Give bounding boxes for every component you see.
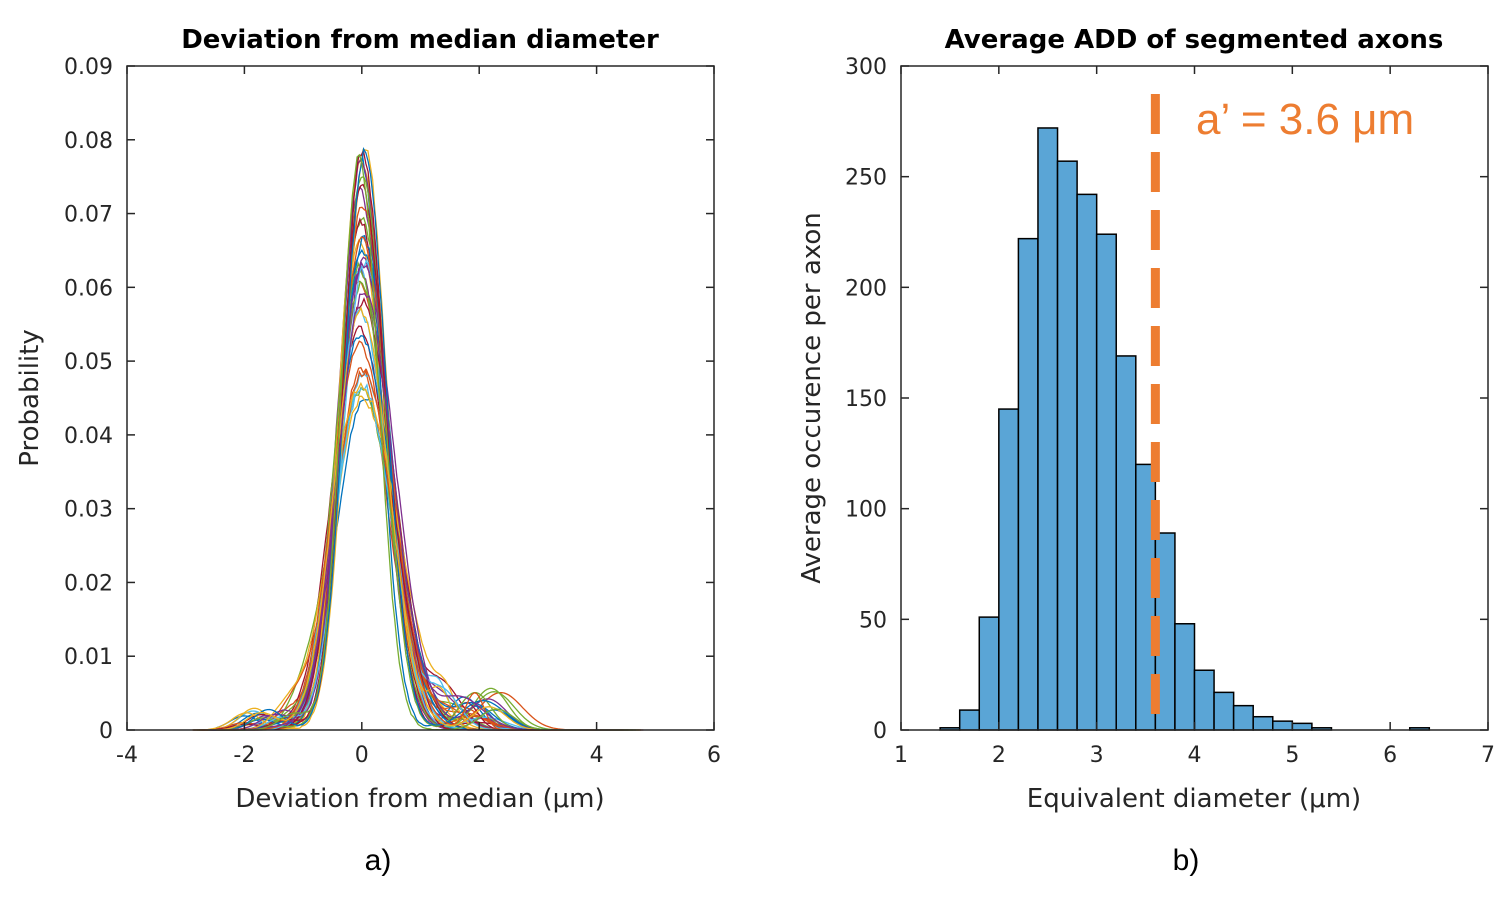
chart-a-ytick-label: 0 bbox=[99, 719, 113, 744]
chart-a-series-line bbox=[215, 386, 517, 731]
chart-a-ytick-label: 0.06 bbox=[64, 276, 113, 301]
chart-a-xtick-label: 2 bbox=[472, 743, 486, 768]
chart-b-ytick-label: 0 bbox=[873, 719, 887, 744]
chart-a-title: Deviation from median diameter bbox=[181, 25, 659, 55]
chart-b-bar bbox=[1272, 720, 1294, 731]
chart-b-bar bbox=[998, 408, 1020, 731]
chart-b-bar bbox=[1076, 193, 1098, 731]
chart-b-xtick-label: 1 bbox=[894, 743, 908, 768]
chart-a-xtick-label: 4 bbox=[590, 743, 604, 768]
chart-a-series-line bbox=[208, 236, 596, 731]
chart-a-ytick-label: 0.08 bbox=[64, 129, 113, 154]
chart-b-ylabel: Average occurence per axon bbox=[797, 212, 827, 584]
chart-a-axes-box bbox=[126, 65, 715, 731]
chart-a-xtick-label: -4 bbox=[116, 743, 138, 768]
chart-a-xtick-label: 6 bbox=[707, 743, 721, 768]
chart-a-series-line bbox=[216, 261, 552, 731]
chart-a-ytick-label: 0.03 bbox=[64, 498, 113, 523]
chart-a-series-line bbox=[194, 306, 580, 731]
chart-b-bar bbox=[1193, 669, 1215, 731]
chart-b-bar bbox=[1115, 355, 1137, 731]
chart-b-ytick-label: 150 bbox=[845, 387, 887, 412]
chart-b-xlabel: Equivalent diameter (μm) bbox=[1027, 784, 1361, 814]
chart-b: Average ADD of segmented axons a’ = 3.6 … bbox=[797, 25, 1495, 877]
chart-a: Deviation from median diameter -4 -2 0 2 4 6 0… bbox=[15, 25, 721, 877]
chart-a-ytick-label: 0.04 bbox=[64, 424, 113, 449]
chart-b-xtick-label: 7 bbox=[1481, 743, 1495, 768]
chart-a-xtick-label: -2 bbox=[233, 743, 255, 768]
chart-b-ticks: 1 2 3 4 5 6 7 0 50 100 150 200 250 300 bbox=[845, 55, 1495, 768]
chart-a-ytick-label: 0.09 bbox=[64, 55, 113, 80]
chart-a-series-line bbox=[196, 265, 526, 731]
chart-a-series-group bbox=[192, 147, 644, 731]
chart-a-caption: a) bbox=[365, 844, 392, 877]
chart-b-bar bbox=[1056, 160, 1078, 731]
chart-a-ylabel: Probability bbox=[15, 329, 45, 466]
chart-b-bar bbox=[1252, 715, 1274, 731]
chart-a-series-line bbox=[192, 395, 566, 731]
chart-b-xtick-label: 6 bbox=[1383, 743, 1397, 768]
chart-b-title: Average ADD of segmented axons bbox=[945, 25, 1444, 55]
chart-a-ytick-label: 0.02 bbox=[64, 571, 113, 596]
chart-a-series-line bbox=[201, 148, 531, 731]
chart-b-bar bbox=[1232, 704, 1254, 731]
chart-b-bar bbox=[1291, 722, 1313, 731]
chart-a-ticks: -4 -2 0 2 4 6 0 0.01 0.02 0.03 0.04 0.05 0.06 0.07 0.0… bbox=[64, 55, 721, 768]
chart-a-xlabel: Deviation from median (μm) bbox=[235, 784, 604, 814]
chart-a-series-line bbox=[213, 296, 644, 731]
chart-b-xtick-label: 2 bbox=[992, 743, 1006, 768]
chart-a-ytick-label: 0.01 bbox=[64, 645, 113, 670]
chart-b-bar bbox=[1017, 237, 1039, 731]
chart-b-ytick-label: 200 bbox=[845, 276, 887, 301]
chart-b-bar bbox=[978, 616, 1000, 731]
chart-b-bars bbox=[939, 127, 1431, 731]
chart-a-series-line bbox=[216, 153, 639, 731]
chart-a-series-line bbox=[204, 382, 518, 731]
chart-b-ytick-label: 50 bbox=[859, 608, 887, 633]
chart-b-bar bbox=[1095, 233, 1117, 731]
chart-b-xtick-label: 5 bbox=[1285, 743, 1299, 768]
chart-b-bar bbox=[1213, 691, 1235, 731]
chart-b-ytick-label: 250 bbox=[845, 166, 887, 191]
chart-b-xtick-label: 4 bbox=[1188, 743, 1202, 768]
chart-b-ytick-label: 100 bbox=[845, 498, 887, 523]
chart-b-reference-label: a’ = 3.6 μm bbox=[1196, 95, 1414, 144]
chart-a-ytick-label: 0.05 bbox=[64, 350, 113, 375]
chart-b-bar bbox=[1174, 623, 1196, 731]
chart-a-series-line bbox=[214, 217, 527, 731]
chart-b-ytick-label: 300 bbox=[845, 55, 887, 80]
chart-b-bar bbox=[1037, 127, 1059, 731]
chart-b-bar bbox=[958, 709, 981, 731]
chart-b-caption: b) bbox=[1173, 844, 1200, 877]
chart-a-ytick-label: 0.07 bbox=[64, 203, 113, 228]
chart-a-xtick-label: 0 bbox=[355, 743, 369, 768]
chart-b-xtick-label: 3 bbox=[1090, 743, 1104, 768]
